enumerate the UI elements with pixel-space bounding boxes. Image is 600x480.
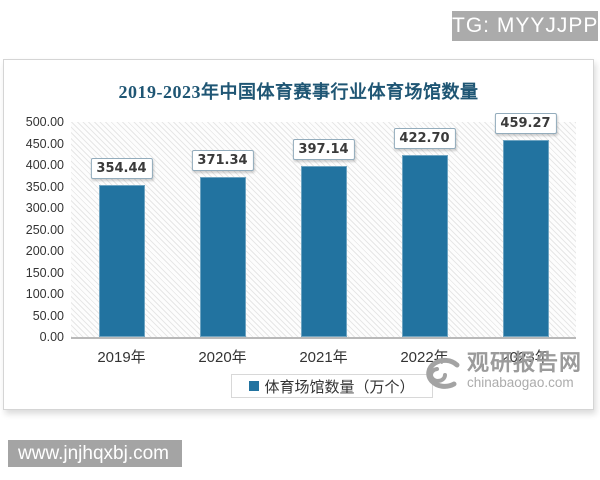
plot-area: 354.44 371.34 397.14 422.70 459.27 (71, 112, 576, 339)
y-tick-label: 150.00 (25, 265, 64, 280)
x-tick-label: 2019年 (97, 349, 146, 366)
y-axis: 500.00 450.00 400.00 350.00 300.00 250.00 200.… (10, 115, 64, 344)
watermark-text: 观研报告网 chinabaogao.com (467, 351, 582, 390)
watermark-swirl-icon (426, 357, 460, 389)
watermark: 观研报告网 chinabaogao.com (422, 351, 582, 393)
y-tick-label: 50.00 (32, 308, 64, 323)
bar-value-label: 354.44 (90, 157, 153, 179)
x-tick-label: 2023年 (501, 349, 550, 366)
legend-swatch-icon (249, 381, 260, 391)
bar-value-label: 459.27 (494, 112, 557, 134)
legend: 体育场馆数量（万个） (231, 374, 433, 398)
y-tick-label: 400.00 (25, 158, 64, 172)
x-tick-label: 2020年 (198, 349, 247, 366)
y-tick-label: 250.00 (25, 222, 64, 237)
x-tick-label: 2021年 (299, 349, 348, 366)
y-tick-label: 200.00 (25, 244, 64, 258)
tg-badge: TG: MYYJJPP (452, 11, 598, 41)
y-tick-label: 350.00 (25, 179, 64, 194)
site-url-bar: www.jnjhqxbj.com (8, 440, 182, 467)
bar-2019年 (98, 184, 145, 337)
legend-label: 体育场馆数量（万个） (264, 378, 415, 396)
y-tick-label: 500.00 (25, 115, 64, 129)
bar-value-label: 371.34 (191, 150, 254, 172)
chart-title: 2019-2023年中国体育赛事行业体育场馆数量 (118, 82, 479, 102)
y-tick-label: 450.00 (25, 136, 64, 151)
chart-card: 2019-2023年中国体育赛事行业体育场馆数量 500.00 450.00 400… (3, 59, 594, 410)
y-tick-label: 0.00 (39, 330, 64, 344)
x-axis: 2019年 2020年 2021年 2022年 2023年 (71, 346, 576, 367)
watermark-name: 观研报告网 (467, 350, 583, 375)
bar-value-label: 397.14 (292, 139, 355, 161)
bar-2021年 (300, 166, 347, 337)
bar-value-label: 422.70 (393, 128, 456, 150)
y-tick-label: 300.00 (25, 201, 64, 215)
watermark-url: chinabaogao.com (467, 375, 574, 390)
y-tick-label: 100.00 (25, 287, 64, 301)
bar-2023年 (502, 139, 549, 337)
bar-2020年 (199, 177, 246, 337)
bar-2022年 (401, 155, 448, 337)
